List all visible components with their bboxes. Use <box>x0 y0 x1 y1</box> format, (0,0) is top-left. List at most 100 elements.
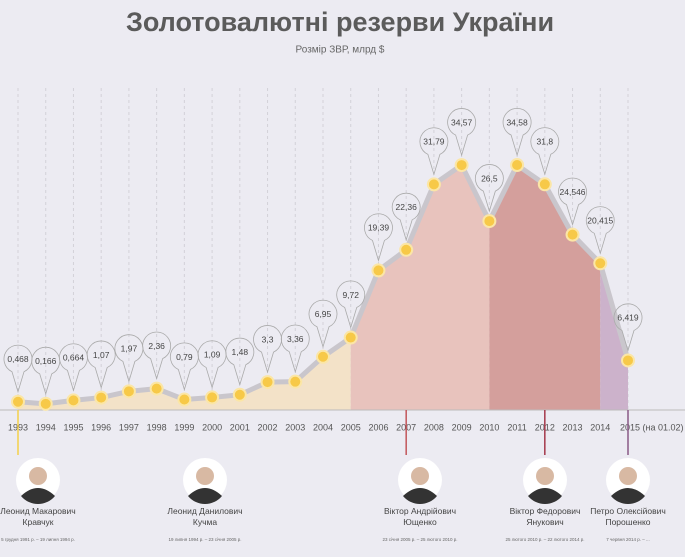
name-line: Янукович <box>526 517 563 527</box>
value-label: 0,468 <box>7 354 29 364</box>
era-area <box>600 263 628 410</box>
photo-face <box>536 467 554 485</box>
data-point <box>11 394 25 409</box>
name-line: Кравчук <box>23 517 54 527</box>
value-label: 31,8 <box>537 137 554 147</box>
data-point <box>593 256 608 271</box>
value-label: 34,57 <box>451 117 473 127</box>
photo-face <box>29 467 47 485</box>
pin <box>197 340 227 389</box>
name-line: Віктор Андрійович <box>384 506 456 516</box>
pin <box>502 108 532 157</box>
data-point <box>371 263 386 278</box>
era-area <box>350 165 490 410</box>
x-tick-label: 2009 <box>452 422 472 432</box>
pin <box>3 344 33 394</box>
pin <box>280 324 310 374</box>
value-label: 9,72 <box>342 290 359 300</box>
x-tick-label: 2014 <box>590 422 610 432</box>
data-point <box>38 396 53 411</box>
data-point <box>94 390 109 405</box>
pin <box>447 108 477 157</box>
era-area <box>18 337 351 410</box>
data-point <box>316 349 330 364</box>
pin <box>86 340 116 389</box>
president-name: Віктор Андрійович Ющенко <box>384 506 456 527</box>
x-tick-label: 1994 <box>36 422 56 432</box>
value-label: 2,36 <box>148 341 165 351</box>
name-line: Леонид Макарович <box>0 506 75 516</box>
data-point <box>177 392 192 407</box>
data-point <box>426 177 441 192</box>
value-label: 1,97 <box>121 344 138 354</box>
data-point <box>537 177 552 192</box>
name-line: Віктор Федорович <box>510 506 581 516</box>
pin <box>114 334 144 383</box>
president-dates: 7 червня 2014 р. – ... <box>606 537 649 542</box>
pin <box>585 206 615 255</box>
pin <box>530 127 560 176</box>
president-dates: 5 грудня 1991 р. – 19 липня 1994 р. <box>1 537 75 542</box>
photo-body <box>528 488 562 505</box>
pin <box>558 177 587 227</box>
pin <box>391 192 421 242</box>
x-tick-label: 2004 <box>313 422 333 432</box>
x-tick-label: 2001 <box>230 422 250 432</box>
value-label: 6,419 <box>617 313 639 323</box>
data-point <box>399 242 414 257</box>
photo-face <box>411 467 429 485</box>
data-point <box>66 393 81 408</box>
pin <box>59 343 88 392</box>
president-name: Леонид Данилович Кучма <box>167 506 242 527</box>
president-dates: 25 лютого 2010 р. – 22 лютого 2014 р. <box>506 537 585 542</box>
data-point <box>260 375 275 390</box>
photo-body <box>611 488 645 505</box>
name-line: Петро Олексійович <box>590 506 666 516</box>
value-label: 6,95 <box>315 309 332 319</box>
data-point <box>565 227 580 242</box>
value-label: 1,09 <box>204 350 221 360</box>
value-label: 0,79 <box>176 352 193 362</box>
chart-subtitle: Розмір ЗВР, млрд $ <box>296 45 385 56</box>
x-tick-label: 1997 <box>119 422 139 432</box>
president-name: Леонид Макарович Кравчук <box>0 506 75 527</box>
x-tick-label: 2013 <box>563 422 583 432</box>
data-point <box>121 384 136 399</box>
photo-body <box>21 488 55 505</box>
x-tick-label: 1999 <box>174 422 194 432</box>
pin <box>169 342 199 391</box>
x-tick-label: 2008 <box>424 422 444 432</box>
photo-body <box>403 488 437 505</box>
value-label: 0,166 <box>35 356 57 366</box>
value-label: 3,36 <box>287 334 304 344</box>
data-point <box>149 381 164 396</box>
value-label: 1,48 <box>232 347 249 357</box>
pin <box>225 337 255 387</box>
name-line: Ющенко <box>403 517 437 527</box>
value-label: 20,415 <box>587 216 613 226</box>
value-label: 22,36 <box>396 202 418 212</box>
x-tick-label: 2011 <box>507 422 526 432</box>
x-tick-label: 2003 <box>285 422 305 432</box>
chart-title: Золотовалютні резерви України <box>126 7 554 37</box>
value-label: 0,664 <box>63 353 85 363</box>
pin <box>364 213 393 262</box>
value-label: 26,5 <box>481 173 498 183</box>
x-tick-label: 2006 <box>368 422 388 432</box>
x-tick-label: 2005 <box>341 422 361 432</box>
photo-face <box>196 467 214 485</box>
pin <box>336 280 366 329</box>
data-point <box>621 353 635 368</box>
x-tick-label: 2010 <box>479 422 499 432</box>
photo-body <box>188 488 222 505</box>
x-tick-label: 1995 <box>63 422 83 432</box>
name-line: Порошенко <box>605 517 650 527</box>
data-point <box>343 330 358 345</box>
president-name: Віктор Федорович Янукович <box>510 506 581 527</box>
name-line: Кучма <box>193 517 217 527</box>
data-point <box>454 158 469 173</box>
x-tick-label: 2000 <box>202 422 222 432</box>
pin <box>613 303 643 352</box>
data-point <box>510 158 525 172</box>
